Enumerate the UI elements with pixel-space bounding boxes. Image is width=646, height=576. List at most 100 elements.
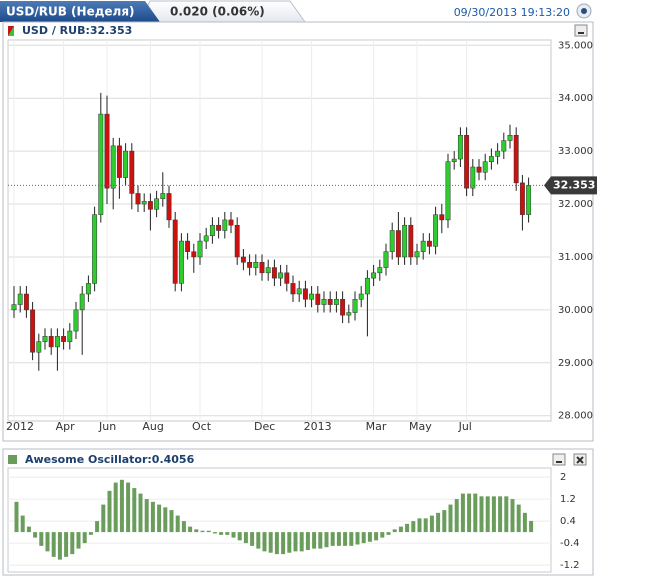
candle-body [141, 201, 147, 205]
candle-body [451, 158, 457, 162]
osc-bar [293, 532, 298, 552]
minimize-button[interactable] [574, 24, 588, 37]
candle-body [271, 267, 277, 279]
osc-bar [70, 532, 75, 555]
osc-bar [312, 532, 317, 549]
osc-bar [405, 523, 410, 533]
osc-bar [225, 532, 230, 535]
osc-bar [529, 520, 534, 533]
osc-bar [454, 499, 459, 533]
osc-bar [206, 530, 211, 533]
candle-body [67, 330, 73, 342]
osc-bar [194, 529, 199, 533]
osc-bar [398, 526, 403, 533]
candle-body [216, 224, 222, 231]
osc-bar [367, 532, 372, 542]
legend-label: USD / RUB:32.353 [22, 24, 132, 37]
y-tick-label: 30.000 [558, 305, 593, 316]
x-tick-label: May [409, 420, 432, 433]
candle-body [123, 150, 129, 178]
osc-bar [101, 504, 106, 533]
candle-body [209, 224, 215, 237]
x-tick-label: Dec [254, 420, 275, 433]
x-tick-label: 2012 [6, 420, 34, 433]
osc-bar [138, 493, 143, 533]
y-tick-label: 0.4 [560, 516, 576, 527]
osc-bar [330, 532, 335, 546]
candle-body [203, 235, 209, 242]
candle-body [278, 272, 284, 279]
candle-body [408, 224, 414, 258]
osc-bar [343, 532, 348, 546]
candle-body [30, 309, 36, 353]
candle-body [54, 336, 60, 348]
candle-body [73, 309, 79, 332]
candle-body [197, 240, 203, 258]
candle-body [85, 283, 91, 295]
osc-bar [485, 496, 490, 533]
candle-body [11, 304, 17, 311]
candle-body [61, 336, 67, 342]
osc-minimize-button[interactable] [552, 453, 566, 466]
candle-body [340, 299, 346, 316]
osc-bar [119, 479, 124, 533]
candle-body [519, 182, 525, 215]
candle-body [482, 161, 488, 173]
osc-bar [200, 530, 205, 533]
osc-bar [516, 504, 521, 533]
candle-body [265, 267, 271, 274]
osc-legend-icon [8, 455, 17, 464]
candle-body [135, 193, 141, 205]
osc-bar [33, 532, 38, 538]
osc-bar [150, 501, 155, 533]
candle-body [371, 272, 377, 279]
osc-bar [268, 532, 273, 553]
candle-body [333, 299, 339, 305]
candle-body [147, 201, 153, 210]
candle-body [420, 240, 426, 252]
osc-bar [107, 490, 112, 533]
osc-bar [429, 515, 434, 533]
osc-bar [57, 532, 62, 560]
menu-button-dot [581, 8, 587, 14]
x-tick-label: 2013 [304, 420, 332, 433]
y-tick-label: 2 [560, 472, 566, 483]
candle-body [364, 277, 370, 295]
osc-bar [392, 529, 397, 533]
osc-bar [281, 532, 286, 555]
osc-bar [324, 532, 329, 548]
osc-close-icon [576, 456, 584, 464]
osc-bar [188, 526, 193, 533]
osc-bar [522, 512, 527, 533]
candle-body [395, 230, 401, 258]
candle-body [172, 219, 178, 284]
candle-body [228, 219, 234, 226]
osc-bar [460, 493, 465, 533]
osc-plot-area [7, 467, 552, 573]
candle-body [507, 135, 513, 141]
candle-body [389, 230, 395, 252]
osc-bar [336, 532, 341, 546]
osc-bar [355, 532, 360, 545]
candle-body [92, 214, 98, 284]
osc-bar [510, 499, 515, 533]
osc-bar [231, 532, 236, 538]
candle-body [476, 166, 482, 173]
x-tick-label: Aug [142, 420, 163, 433]
candle-body [191, 251, 197, 258]
y-tick-label: 33.000 [558, 146, 593, 157]
tab-active [0, 1, 160, 22]
x-tick-label: Mar [366, 420, 387, 433]
header-datetime: 09/30/2013 19:13:20 [454, 6, 570, 19]
osc-bar [181, 521, 186, 533]
candle-body [321, 299, 327, 305]
last-price-label: 32.353 [553, 178, 595, 191]
candle-body [433, 214, 439, 247]
candle-body [457, 135, 463, 160]
osc-bar [51, 532, 56, 557]
candle-body [154, 198, 160, 210]
osc-bar [126, 482, 131, 533]
candle-body [426, 240, 432, 247]
candle-body [352, 299, 358, 313]
candle-body [98, 113, 104, 215]
